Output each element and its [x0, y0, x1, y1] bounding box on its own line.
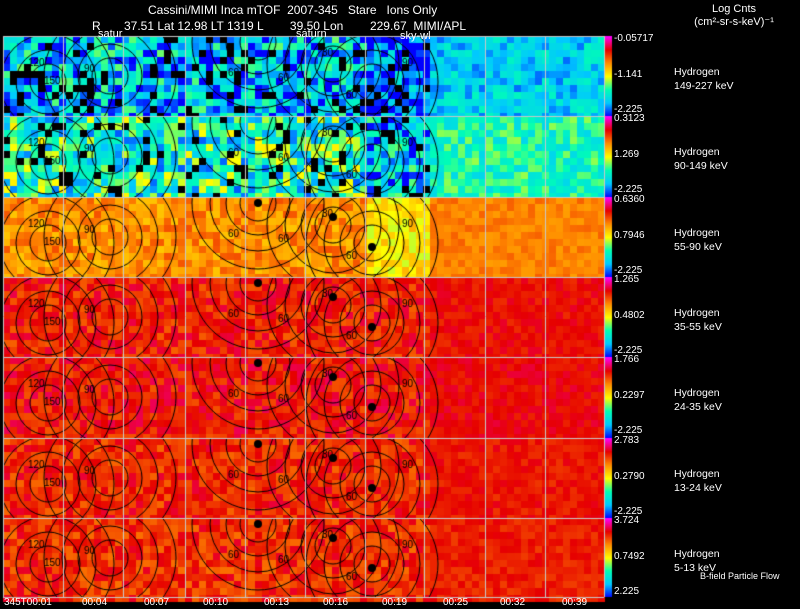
colorbar-max-value: 1.265	[614, 274, 640, 285]
colorbar-min-value: -2.225	[614, 425, 643, 436]
bfield-label: B-field Particle Flow	[700, 571, 780, 581]
colorbar-min-value: -2.225	[614, 265, 643, 276]
x-tick-label: 00:13	[264, 597, 290, 608]
chart-title: Cassini/MIMI Inca mTOF 2007-345 Stare Io…	[148, 3, 438, 17]
x-tick-label: 00:19	[382, 597, 408, 608]
colorbar-mid-value: 0.7946	[614, 230, 645, 241]
channel-species-label: Hydrogen	[674, 146, 720, 158]
colorbar-max-value: 3.724	[614, 515, 640, 526]
colorbar-max-value: 0.3123	[614, 113, 645, 124]
channel-energy-label: 24-35 keV	[674, 401, 722, 413]
colorbar-mid-value: 1.269	[614, 149, 640, 160]
colorbar-min-value: -2.225	[614, 104, 643, 115]
colorbar-min-value: -2.225	[614, 345, 643, 356]
colorbar-max-value: -0.05717	[614, 33, 654, 44]
colorbar-min-value: -2.225	[614, 184, 643, 195]
channel-energy-label: 35-55 keV	[674, 321, 722, 333]
channel-energy-label: 149-227 keV	[674, 80, 734, 92]
sky-label: sky-wl	[400, 30, 431, 42]
x-tick-label: 00:16	[323, 597, 349, 608]
x-tick-label: 00:32	[500, 597, 526, 608]
saturn-label-1: satur	[98, 28, 123, 40]
x-tick-label: 00:10	[203, 597, 229, 608]
x-tick-label: 00:39	[562, 597, 588, 608]
position-info: R 37.51 Lat 12.98 LT 1319 L 39.50 Lon 22…	[92, 19, 467, 33]
x-tick-label: 00:25	[443, 597, 469, 608]
channel-energy-label: 5-13 keV	[674, 562, 717, 574]
saturn-label-2: saturn	[296, 28, 327, 40]
colorbar-mid-value: -1.141	[614, 69, 643, 80]
colorbar-max-value: 1.766	[614, 354, 640, 365]
colorbar-min-value: -2.225	[614, 506, 643, 517]
x-tick-label: 345T00:01	[4, 597, 52, 608]
x-tick-label: 00:07	[144, 597, 170, 608]
channel-species-label: Hydrogen	[674, 387, 720, 399]
colorbar-max-value: 2.783	[614, 435, 640, 446]
colorbar-mid-value: 0.4802	[614, 310, 645, 321]
colorbar-title-units: Log Cnts	[711, 3, 757, 15]
colorbar-mid-value: 0.2790	[614, 471, 645, 482]
channel-energy-label: 13-24 keV	[674, 482, 722, 494]
channel-species-label: Hydrogen	[674, 307, 720, 319]
colorbar-mid-value: 0.2297	[614, 390, 645, 401]
channel-species-label: Hydrogen	[674, 548, 720, 560]
colorbar-mid-value: 0.7492	[614, 551, 645, 562]
channel-energy-label: 55-90 keV	[674, 241, 722, 253]
channel-species-label: Hydrogen	[674, 227, 720, 239]
x-tick-label: 00:04	[82, 597, 108, 608]
colorbar-title: Log Cnts (cm²-sr-s-keV)⁻¹	[684, 3, 784, 29]
colorbar-max-value: 0.6360	[614, 194, 645, 205]
channel-species-label: Hydrogen	[674, 66, 720, 78]
colorbar-min-value: 2.225	[614, 586, 640, 597]
channel-species-label: Hydrogen	[674, 468, 720, 480]
channel-energy-label: 90-149 keV	[674, 160, 728, 172]
colorbar-title-flux: (cm²-sr-s-keV)⁻¹	[694, 16, 774, 28]
